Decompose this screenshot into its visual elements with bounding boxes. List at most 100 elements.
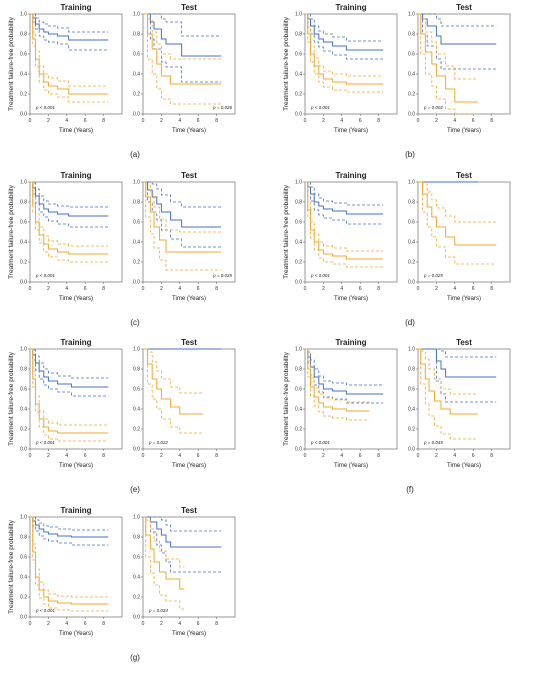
y-tick-label: 0.2: [133, 260, 140, 266]
y-tick-label: 0.0: [295, 112, 302, 118]
y-tick-label: 0.0: [133, 615, 140, 621]
x-tick-label: 4: [340, 118, 343, 124]
plot-frame: [142, 181, 236, 283]
survival-curve: [418, 348, 497, 378]
x-axis-label: Time (Years): [59, 463, 93, 469]
x-tick-label: 4: [65, 621, 68, 627]
plot-frame: [29, 13, 123, 115]
y-tick-label: 0.2: [295, 260, 302, 266]
x-axis-label: Time (Years): [59, 296, 93, 302]
chart-panel-b-test: Test 0 2 4 6 8 0.0 0.2 0.4 0.6 0.8 1.0 Time (Years) p…: [408, 3, 511, 134]
panel-title: Training: [335, 338, 366, 347]
ci-lower-line: [418, 181, 497, 265]
y-tick-label: 1.0: [133, 180, 140, 186]
y-tick-label: 0.6: [408, 387, 415, 393]
panel-title: Test: [181, 3, 197, 12]
ci-upper-line: [305, 181, 384, 252]
y-tick-label: 0.8: [133, 535, 140, 541]
y-tick-label: 0.0: [295, 280, 302, 286]
y-tick-label: 1.0: [408, 12, 415, 18]
ci-lower-line: [30, 13, 109, 51]
ci-upper-line: [30, 13, 109, 33]
ci-lower-line: [30, 13, 109, 103]
ci-lower-line: [305, 181, 384, 268]
ci-lower-line: [418, 13, 497, 70]
x-tick-label: 6: [197, 118, 200, 124]
chart-panel-f-test: Test 0 2 4 6 8 0.0 0.2 0.4 0.6 0.8 1.0 Time (Years) p…: [408, 338, 511, 469]
survival-curve: [30, 516, 109, 538]
chart-panel-d-test: Test 0 2 4 6 8 0.0 0.2 0.4 0.6 0.8 1.0 Time (Years) p…: [408, 171, 511, 302]
p-value-annotation: p < 0.001: [310, 440, 330, 445]
x-tick-label: 8: [377, 118, 380, 124]
y-tick-label: 1.0: [133, 347, 140, 353]
y-axis-label: Treatment failure-free probability: [8, 184, 15, 278]
y-tick-label: 0.2: [20, 427, 27, 433]
chart-panel-a-train: Training 0 2 4 6 8 0.0 0.2 0.4 0.6 0.8 1.0 Time (Yea…: [8, 3, 123, 134]
chart-panel-e-train: Training 0 2 4 6 8 0.0 0.2 0.4 0.6 0.8 1.0 Time (Yea…: [8, 338, 123, 469]
ci-upper-line: [30, 516, 109, 598]
x-tick-label: 6: [472, 286, 475, 292]
ci-lower-line: [305, 348, 370, 421]
x-tick-label: 0: [417, 453, 420, 459]
chart-panel-a-test: Test 0 2 4 6 8 0.0 0.2 0.4 0.6 0.8 1.0 Time (Years) p…: [133, 3, 236, 134]
survival-curve: [305, 348, 370, 412]
x-tick-label: 4: [65, 453, 68, 459]
panel-letter: (c): [130, 318, 140, 327]
panel-letter: (g): [130, 653, 140, 662]
ci-lower-line: [30, 516, 109, 612]
panel-title: Test: [181, 506, 197, 515]
survival-curve: [30, 13, 109, 95]
x-tick-label: 0: [29, 286, 32, 292]
y-tick-label: 0.2: [20, 260, 27, 266]
plot-frame: [142, 348, 236, 450]
x-tick-label: 4: [340, 453, 343, 459]
ci-upper-line: [305, 13, 384, 42]
y-tick-label: 0.0: [133, 447, 140, 453]
panel-title: Training: [60, 3, 91, 12]
ci-lower-line: [30, 348, 109, 397]
x-axis-label: Time (Years): [172, 296, 206, 302]
y-tick-label: 0.0: [408, 280, 415, 286]
p-value-annotation: p = 0.045: [423, 440, 443, 445]
ci-lower-line: [30, 181, 109, 263]
y-tick-label: 1.0: [133, 12, 140, 18]
y-tick-label: 0.4: [408, 407, 415, 413]
ci-lower-line: [143, 348, 203, 434]
y-tick-label: 0.6: [133, 52, 140, 58]
survival-curve: [143, 13, 222, 57]
y-tick-label: 0.2: [133, 92, 140, 98]
x-tick-label: 6: [472, 118, 475, 124]
p-value-annotation: p < 0.001: [35, 440, 55, 445]
y-tick-label: 1.0: [133, 515, 140, 521]
y-tick-label: 0.6: [408, 52, 415, 58]
x-axis-label: Time (Years): [447, 128, 481, 134]
panel-title: Test: [181, 338, 197, 347]
y-tick-label: 0.8: [295, 200, 302, 206]
y-tick-label: 0.2: [408, 260, 415, 266]
survival-curve: [143, 181, 222, 228]
y-tick-label: 0.6: [20, 387, 27, 393]
plot-frame: [304, 13, 398, 115]
survival-curve: [305, 13, 384, 51]
x-tick-label: 0: [142, 286, 145, 292]
y-tick-label: 0.0: [20, 280, 27, 286]
survival-curve: [30, 516, 109, 605]
x-tick-label: 4: [178, 621, 181, 627]
x-axis-label: Time (Years): [59, 631, 93, 637]
chart-panel-d-train: Training 0 2 4 6 8 0.0 0.2 0.4 0.6 0.8 1.0 Time (Yea…: [283, 171, 398, 302]
y-axis-label: Treatment failure-free probability: [283, 351, 290, 445]
y-axis-label: Treatment failure-free probability: [8, 16, 15, 110]
x-tick-label: 8: [490, 453, 493, 459]
ci-upper-line: [305, 348, 384, 386]
panel-title: Training: [60, 338, 91, 347]
survival-curve: [143, 181, 222, 253]
ci-upper-line: [30, 348, 109, 426]
x-tick-label: 4: [340, 286, 343, 292]
x-tick-label: 8: [377, 286, 380, 292]
x-tick-label: 6: [84, 453, 87, 459]
ci-upper-line: [143, 13, 222, 37]
y-axis-label: Treatment failure-free probability: [283, 16, 290, 110]
x-axis-label: Time (Years): [172, 631, 206, 637]
x-tick-label: 6: [84, 118, 87, 124]
